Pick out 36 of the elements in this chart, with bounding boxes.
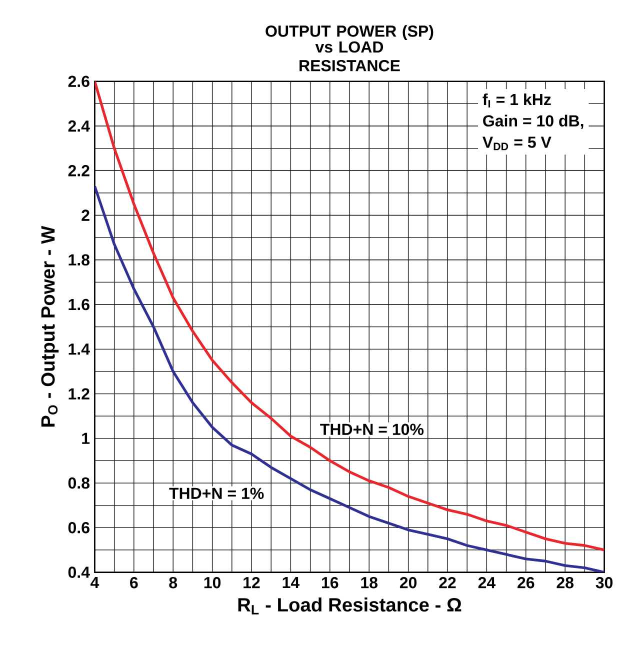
x-tick-label: 8 [169,577,178,588]
y-tick-label: 1 [82,432,90,444]
x-axis-title: R$_{L}$ - Load Resistance - Ω [238,598,462,614]
annotation: f$_{I}$ = 1 kHz [482,93,551,108]
y-tick-label: 2.4 [68,120,90,132]
y-tick-label: 1.2 [68,388,90,400]
y-tick-label: 0.4 [68,566,90,578]
y-tick-label: 0.6 [68,522,90,534]
x-tick-label: 20 [400,577,417,588]
x-tick-label: 10 [204,577,221,588]
x-tick-label: 12 [244,577,260,588]
x-tick-label: 30 [596,577,613,588]
y-tick-label: 1.6 [68,298,90,310]
y-tick-label: 2.2 [68,165,90,176]
annotation: Gain = 10 dB, [483,114,584,129]
y-tick-label: 1.4 [68,344,90,355]
x-tick-label: 14 [282,577,300,588]
chart-subtitle: vs LOAD RESISTANCE [300,41,400,72]
x-tick-label: 18 [361,577,378,588]
x-tick-label: 28 [556,577,574,588]
x-tick-label: 24 [478,577,496,588]
x-tick-label: 4 [90,577,100,588]
annotation: V$_{DD}$ = 5 V [482,136,552,150]
x-tick-label: 16 [322,577,338,588]
x-tick-label: 6 [130,577,138,588]
y-tick-label: 2 [82,210,90,221]
y-axis-title: P$_{O}$ - Output Power - W [41,226,59,427]
x-tick-label: 22 [439,577,456,588]
y-tick-label: 1.8 [68,254,90,266]
y-tick-label: 0.8 [68,477,90,489]
series-label: THD+N = 10% [320,424,424,436]
x-tick-label: 26 [518,577,534,588]
series-label: THD+N = 1% [169,488,264,499]
y-tick-label: 2.6 [68,76,90,88]
line-series [94,81,604,552]
chart-title: OUTPUT POWER (SP) [266,25,434,40]
